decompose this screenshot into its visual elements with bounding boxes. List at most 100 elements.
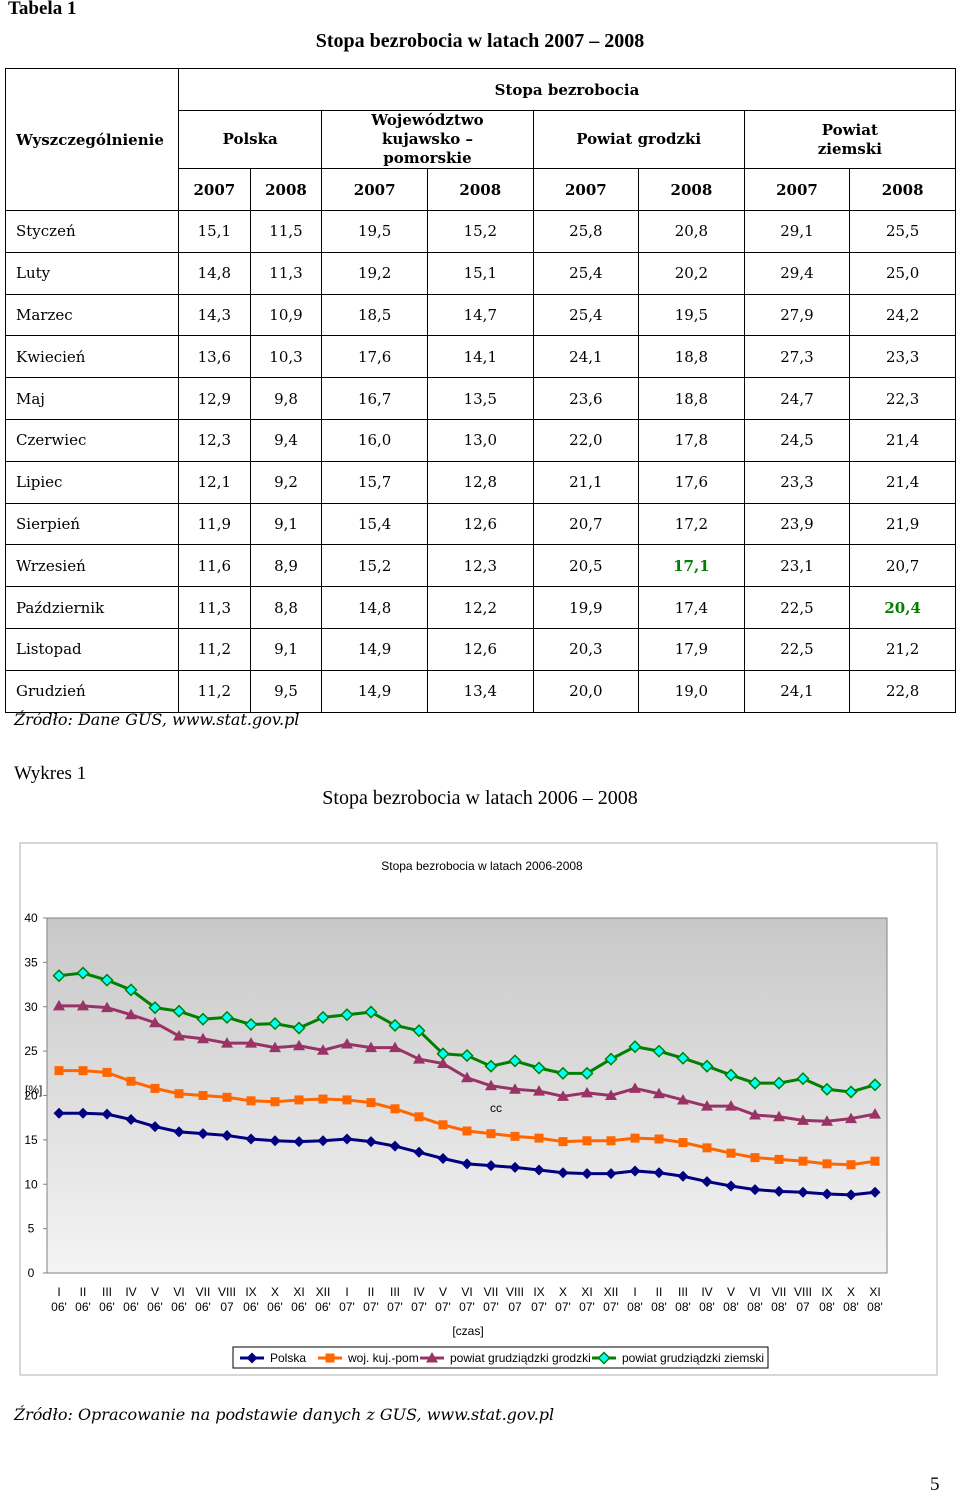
marker bbox=[605, 1168, 617, 1180]
cell: 14,9 bbox=[321, 627, 428, 671]
cell: 9,4 bbox=[249, 418, 323, 462]
cell: 11,3 bbox=[249, 251, 323, 295]
cell: 19,2 bbox=[321, 251, 428, 295]
cell: 14,3 bbox=[178, 293, 251, 337]
marker bbox=[438, 1120, 448, 1130]
marker bbox=[53, 1107, 65, 1119]
marker bbox=[556, 1066, 570, 1080]
series bbox=[53, 1107, 881, 1201]
marker bbox=[364, 1005, 378, 1019]
marker bbox=[653, 1167, 665, 1179]
marker bbox=[245, 1037, 257, 1048]
cell: 25,4 bbox=[532, 293, 640, 337]
cell: 27,9 bbox=[743, 293, 851, 337]
cell: 22,5 bbox=[743, 627, 851, 671]
y-tick-label: 25 bbox=[24, 1044, 38, 1058]
cell: 22,8 bbox=[849, 669, 956, 713]
row-label: Kwiecień bbox=[5, 335, 179, 379]
cell: 21,4 bbox=[849, 460, 956, 504]
marker bbox=[846, 1160, 856, 1170]
x-axis-label: [czas] bbox=[452, 1324, 483, 1338]
y-tick-label: 20 bbox=[24, 1089, 38, 1103]
cell: 20,4 bbox=[849, 586, 956, 629]
x-tick-label: IV 07' bbox=[411, 1285, 427, 1314]
cell: 13,0 bbox=[426, 418, 534, 462]
chart-title: Stopa bezrobocia w latach 2006-2008 bbox=[381, 859, 583, 873]
marker bbox=[461, 1071, 473, 1083]
marker bbox=[822, 1159, 832, 1169]
y-axis-label: [%] bbox=[25, 1083, 42, 1097]
marker bbox=[102, 1067, 112, 1077]
marker bbox=[149, 1016, 161, 1028]
series bbox=[52, 966, 882, 1099]
legend-label: Polska bbox=[270, 1351, 306, 1365]
header-cell: Polska bbox=[177, 110, 323, 169]
y-tick-label: 40 bbox=[24, 911, 38, 925]
marker bbox=[244, 1017, 258, 1032]
marker bbox=[269, 1041, 281, 1053]
cell: 20,0 bbox=[532, 669, 640, 713]
row-label: Grudzień bbox=[5, 669, 179, 713]
cell: 14,1 bbox=[426, 335, 534, 379]
x-tick-label: III 07' bbox=[387, 1285, 403, 1314]
year-cell: 2008 bbox=[249, 168, 323, 211]
year-cell: 2008 bbox=[638, 168, 745, 211]
marker bbox=[412, 1024, 426, 1038]
cell: 21,2 bbox=[849, 627, 956, 671]
x-tick-label: VII 06' bbox=[195, 1285, 211, 1314]
marker bbox=[726, 1148, 736, 1158]
x-tick-label: IV 08' bbox=[699, 1285, 715, 1314]
x-tick-label: IX 07' bbox=[531, 1285, 547, 1314]
marker bbox=[845, 1189, 857, 1201]
marker bbox=[77, 999, 89, 1011]
cell: 12,9 bbox=[178, 377, 251, 420]
year-cell: 2008 bbox=[426, 168, 534, 211]
table-row: Grudzień 11,2 9,5 14,9 13,4 20,0 19,0 24,1 22,8 bbox=[5, 669, 956, 713]
cell: 17,4 bbox=[638, 586, 745, 629]
marker bbox=[390, 1104, 400, 1114]
marker bbox=[293, 1136, 305, 1148]
marker bbox=[557, 1167, 569, 1179]
cell: 16,0 bbox=[321, 418, 428, 462]
marker bbox=[316, 1010, 330, 1024]
marker bbox=[485, 1079, 497, 1091]
x-tick-label: II 08' bbox=[651, 1285, 667, 1314]
marker bbox=[101, 1001, 113, 1013]
cell: 20,2 bbox=[638, 251, 745, 295]
y-tick-label: 30 bbox=[24, 1000, 38, 1014]
header-cell: Województwo kujawsko – pomorskie bbox=[321, 110, 534, 169]
row-label: Lipiec bbox=[5, 460, 179, 504]
marker bbox=[78, 1066, 88, 1076]
page-number: 5 bbox=[930, 1474, 940, 1495]
marker bbox=[653, 1087, 665, 1099]
marker bbox=[365, 1041, 377, 1053]
figure-label: Wykres 1 bbox=[14, 763, 87, 784]
marker bbox=[750, 1153, 760, 1163]
x-tick-label: XI 06' bbox=[291, 1285, 307, 1314]
marker bbox=[870, 1156, 880, 1166]
table-row: Marzec 14,3 10,9 18,5 14,7 25,4 19,5 27,9 24,2 bbox=[5, 293, 956, 337]
marker bbox=[366, 1098, 376, 1108]
cell: 13,5 bbox=[426, 377, 534, 420]
marker bbox=[749, 1184, 761, 1196]
marker bbox=[172, 1004, 186, 1018]
table-row: Maj 12,9 9,8 16,7 13,5 23,6 18,8 24,7 22,3 bbox=[5, 377, 956, 420]
marker bbox=[294, 1095, 304, 1105]
marker bbox=[597, 1351, 611, 1365]
x-tick-label: V 08' bbox=[723, 1285, 739, 1314]
marker bbox=[341, 1133, 353, 1145]
row-label: Styczeń bbox=[5, 210, 179, 253]
marker bbox=[365, 1136, 377, 1148]
cell: 15,1 bbox=[426, 251, 534, 295]
marker bbox=[509, 1083, 521, 1094]
marker bbox=[678, 1138, 688, 1148]
y-tick-label: 5 bbox=[28, 1222, 35, 1236]
header-row: Polska Województwo kujawsko – pomorskie Po… bbox=[6, 110, 957, 169]
cell: 21,9 bbox=[849, 502, 956, 546]
marker bbox=[485, 1160, 497, 1172]
x-tick-label: VII 07' bbox=[483, 1285, 499, 1314]
marker bbox=[414, 1112, 424, 1122]
marker bbox=[461, 1158, 473, 1170]
